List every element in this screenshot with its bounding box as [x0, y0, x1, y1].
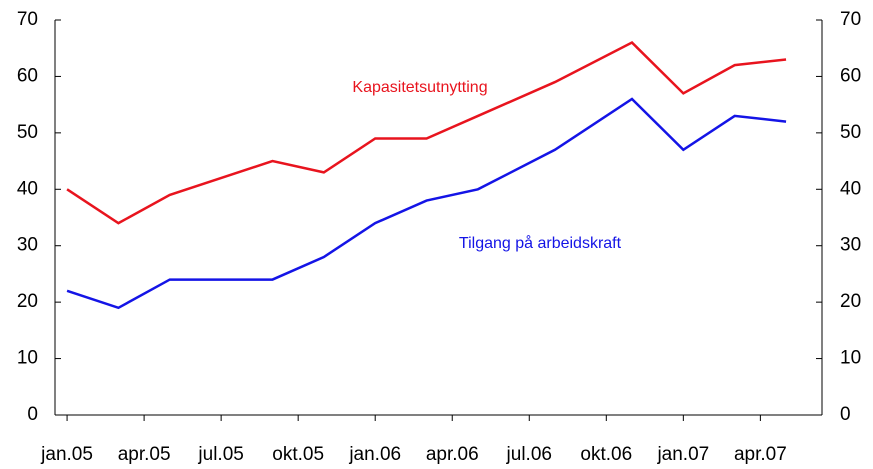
x-tick-label: apr.07 — [734, 444, 787, 465]
x-tick-label: jan.07 — [656, 444, 709, 465]
series-line — [66, 97, 787, 310]
x-tick-label: apr.06 — [426, 444, 479, 465]
y-tick-label: 60 — [17, 65, 38, 86]
x-tick-label: jul.05 — [197, 444, 243, 465]
x-tick-label: jul.06 — [506, 444, 552, 465]
y-tick-label: 70 — [17, 9, 38, 30]
y-tick-label: 0 — [27, 404, 38, 425]
y2-tick-label: 30 — [840, 235, 861, 256]
x-tick-label: apr.05 — [118, 444, 171, 465]
y-tick-label: 40 — [17, 178, 38, 199]
x-tick-label: okt.06 — [580, 444, 632, 465]
y2-tick-label: 60 — [840, 65, 861, 86]
x-tick-label: jan.06 — [348, 444, 401, 465]
series-line — [66, 41, 787, 225]
y2-tick-label: 50 — [840, 122, 861, 143]
y2-tick-label: 40 — [840, 178, 861, 199]
series-label: Kapasitetsutnytting — [352, 79, 487, 96]
y-tick-label: 10 — [17, 348, 38, 369]
y-tick-label: 20 — [17, 291, 38, 312]
y2-tick-label: 10 — [840, 348, 861, 369]
y2-tick-label: 0 — [840, 404, 851, 425]
x-tick-label: jan.05 — [40, 444, 93, 465]
series-label: Tilgang på arbeidskraft — [459, 234, 622, 252]
y-tick-label: 30 — [17, 235, 38, 256]
x-tick-label: okt.05 — [272, 444, 324, 465]
y-tick-label: 50 — [17, 122, 38, 143]
y2-tick-label: 70 — [840, 9, 861, 30]
y2-tick-label: 20 — [840, 291, 861, 312]
